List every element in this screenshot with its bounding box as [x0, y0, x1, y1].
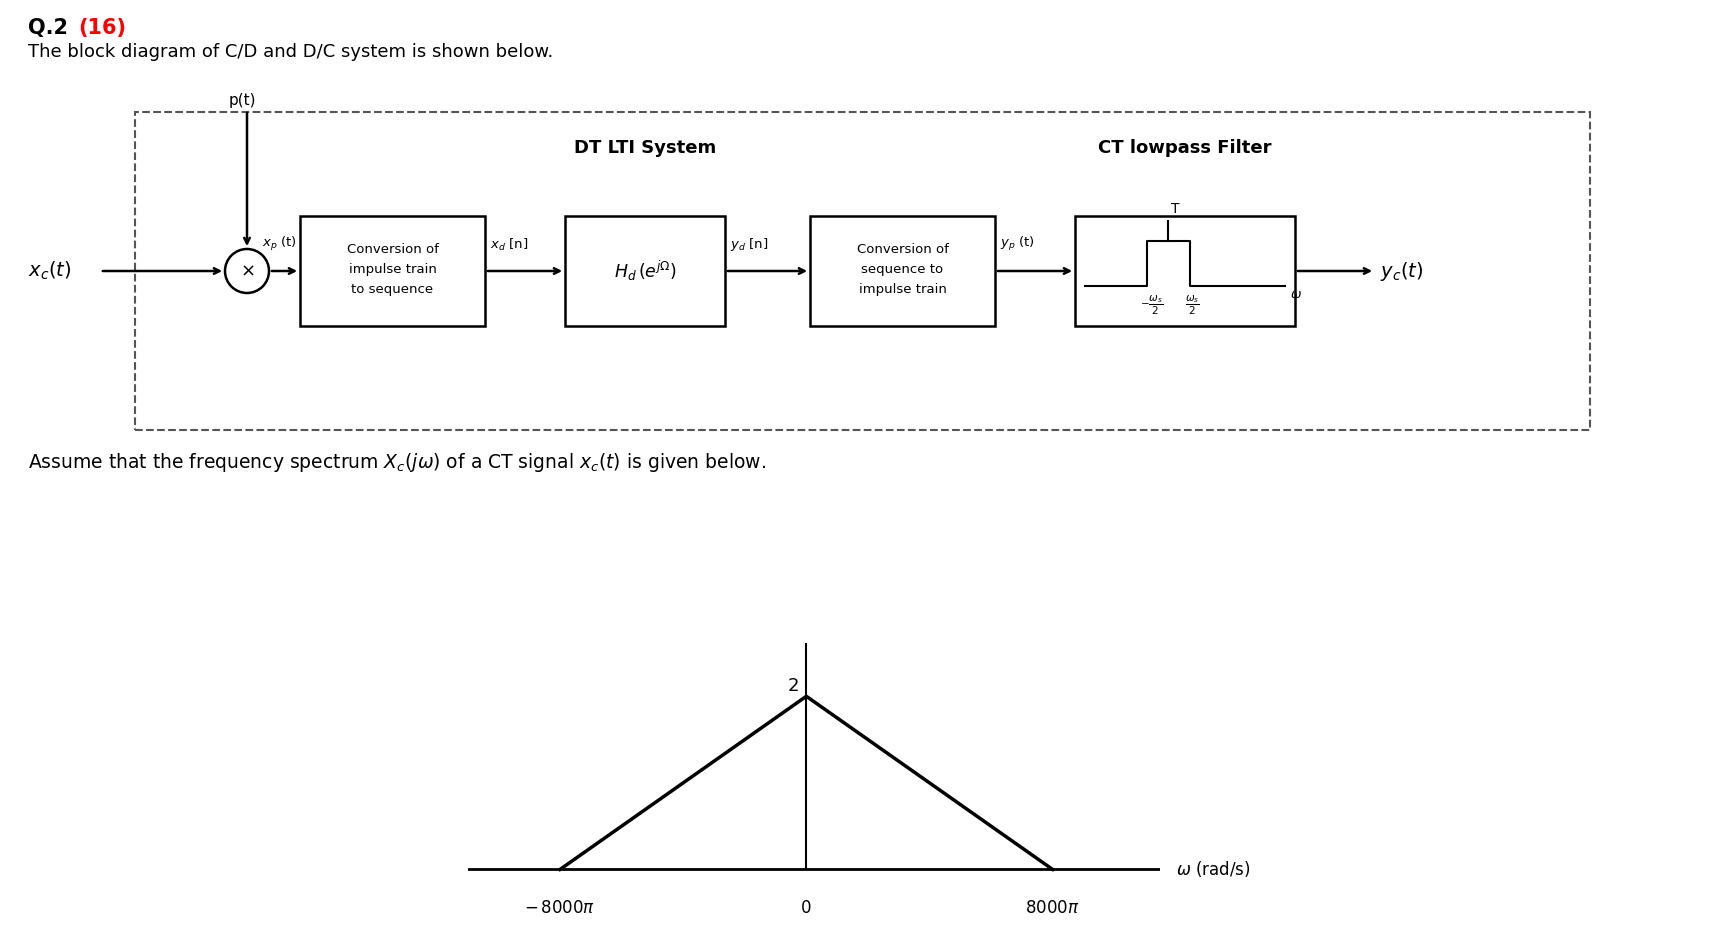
Text: $H_d\,(e^{j\Omega})$: $H_d\,(e^{j\Omega})$ [613, 259, 677, 283]
Bar [1076, 216, 1296, 326]
Circle shape [225, 249, 268, 293]
Bar [811, 216, 994, 326]
Text: p(t): p(t) [229, 93, 256, 108]
Text: $\dfrac{\omega_s}{2}$: $\dfrac{\omega_s}{2}$ [1185, 294, 1199, 317]
Text: $x_d$ [n]: $x_d$ [n] [490, 237, 528, 253]
Text: impulse train: impulse train [348, 263, 436, 276]
Text: DT LTI System: DT LTI System [573, 139, 715, 157]
Text: Assume that the frequency spectrum $X_c(j\omega)$ of a CT signal $x_c(t)$ is giv: Assume that the frequency spectrum $X_c(… [28, 451, 766, 474]
Text: 2: 2 [786, 676, 798, 694]
Text: Conversion of: Conversion of [346, 243, 438, 255]
Text: Q.2: Q.2 [28, 18, 68, 38]
Text: $y_d$ [n]: $y_d$ [n] [729, 236, 769, 253]
Text: to sequence: to sequence [352, 282, 433, 295]
Text: $-\dfrac{\omega_s}{2}$: $-\dfrac{\omega_s}{2}$ [1140, 294, 1164, 317]
Text: T: T [1171, 202, 1179, 216]
Text: Conversion of: Conversion of [857, 243, 949, 255]
Bar [565, 216, 726, 326]
Bar [300, 216, 485, 326]
Text: $\omega$ (rad/s): $\omega$ (rad/s) [1176, 859, 1251, 880]
Bar [135, 112, 1590, 430]
Text: $x_p$ (t): $x_p$ (t) [262, 235, 296, 253]
Text: The block diagram of C/D and D/C system is shown below.: The block diagram of C/D and D/C system … [28, 43, 553, 61]
Text: $y_p$ (t): $y_p$ (t) [999, 235, 1036, 253]
Text: CT lowpass Filter: CT lowpass Filter [1098, 139, 1271, 157]
Text: $y_c(t)$: $y_c(t)$ [1380, 260, 1424, 282]
Text: $\omega$: $\omega$ [1290, 288, 1302, 301]
Text: impulse train: impulse train [859, 282, 946, 295]
Text: sequence to: sequence to [861, 263, 944, 276]
Text: (16): (16) [78, 18, 126, 38]
Text: $x_c(t)$: $x_c(t)$ [28, 260, 71, 282]
Text: $\times$: $\times$ [239, 262, 255, 280]
